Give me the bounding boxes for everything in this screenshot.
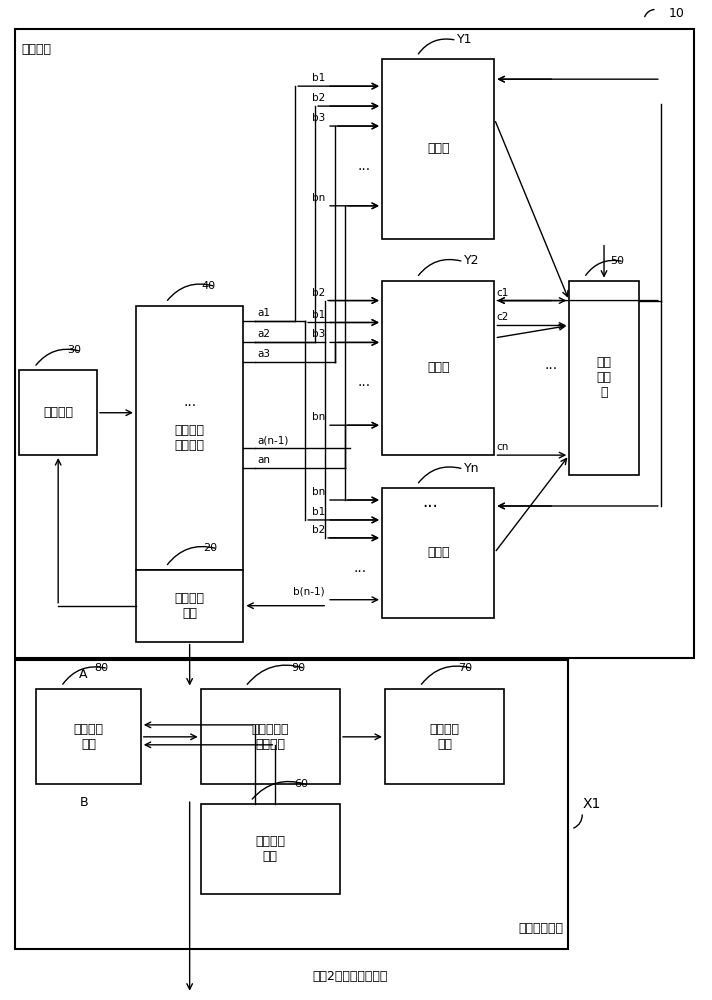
Bar: [569, 281, 639, 475]
Text: 音频输出
模块: 音频输出 模块: [429, 723, 460, 751]
Text: b1: b1: [312, 73, 325, 83]
Text: 会议单元设备: 会议单元设备: [518, 922, 563, 935]
Text: 控制主机: 控制主机: [21, 43, 51, 56]
Text: 混音器: 混音器: [427, 142, 449, 155]
Bar: [382, 488, 494, 618]
Text: an: an: [257, 455, 271, 465]
Text: 80: 80: [94, 663, 108, 673]
Text: A: A: [79, 668, 88, 681]
Bar: [136, 306, 244, 570]
Text: 音频解复用
筛选模块: 音频解复用 筛选模块: [251, 723, 289, 751]
Bar: [16, 29, 693, 658]
Text: b2: b2: [312, 288, 325, 298]
Text: Y1: Y1: [456, 33, 472, 46]
Text: ...: ...: [545, 358, 557, 372]
Text: 连接2个会议单元设备: 连接2个会议单元设备: [313, 970, 388, 983]
Text: bn: bn: [312, 487, 325, 497]
Text: a1: a1: [257, 308, 271, 318]
Text: bn: bn: [312, 412, 325, 422]
Text: 20: 20: [204, 543, 218, 553]
Text: Yn: Yn: [464, 462, 479, 475]
Bar: [382, 59, 494, 239]
Text: ...: ...: [422, 493, 438, 511]
Bar: [385, 689, 504, 784]
Text: c1: c1: [496, 288, 509, 298]
Text: c2: c2: [496, 312, 509, 322]
Text: a3: a3: [257, 349, 271, 359]
Text: X1: X1: [582, 797, 600, 811]
Text: 10: 10: [669, 7, 685, 20]
Text: b1: b1: [312, 507, 325, 517]
Text: bn: bn: [312, 193, 325, 203]
Bar: [201, 689, 340, 784]
Text: B: B: [79, 796, 88, 809]
Text: b(n-1): b(n-1): [293, 587, 325, 597]
Text: 70: 70: [459, 663, 473, 673]
Text: 50: 50: [610, 256, 624, 266]
Text: ...: ...: [357, 375, 370, 389]
Bar: [136, 570, 244, 642]
Text: ...: ...: [353, 561, 367, 575]
Text: 混音器: 混音器: [427, 361, 449, 374]
Text: ...: ...: [183, 395, 197, 409]
Text: a2: a2: [257, 329, 271, 339]
Text: b1: b1: [312, 310, 325, 320]
Text: b3: b3: [312, 113, 325, 123]
Text: 第一音频
解复用器: 第一音频 解复用器: [174, 424, 204, 452]
Text: ...: ...: [357, 159, 370, 173]
Text: 混音器: 混音器: [427, 546, 449, 559]
Text: 第一接口
模块: 第一接口 模块: [174, 592, 204, 620]
Text: cn: cn: [496, 442, 509, 452]
Text: 主控模块: 主控模块: [43, 406, 73, 419]
Bar: [36, 689, 141, 784]
Bar: [201, 804, 340, 894]
Text: 音频
复用
器: 音频 复用 器: [597, 356, 612, 399]
Text: a(n-1): a(n-1): [257, 435, 289, 445]
Text: 30: 30: [67, 345, 81, 355]
Text: 90: 90: [291, 663, 305, 673]
Text: 第二接口
模块: 第二接口 模块: [73, 723, 103, 751]
Text: 音频采集
模块: 音频采集 模块: [256, 835, 286, 863]
Text: b2: b2: [312, 93, 325, 103]
Text: 40: 40: [201, 281, 216, 291]
Text: b3: b3: [312, 329, 325, 339]
Text: 60: 60: [294, 779, 308, 789]
Text: Y2: Y2: [464, 254, 479, 267]
Bar: [382, 281, 494, 455]
Bar: [16, 660, 568, 949]
Text: b2: b2: [312, 525, 325, 535]
Bar: [19, 370, 97, 455]
